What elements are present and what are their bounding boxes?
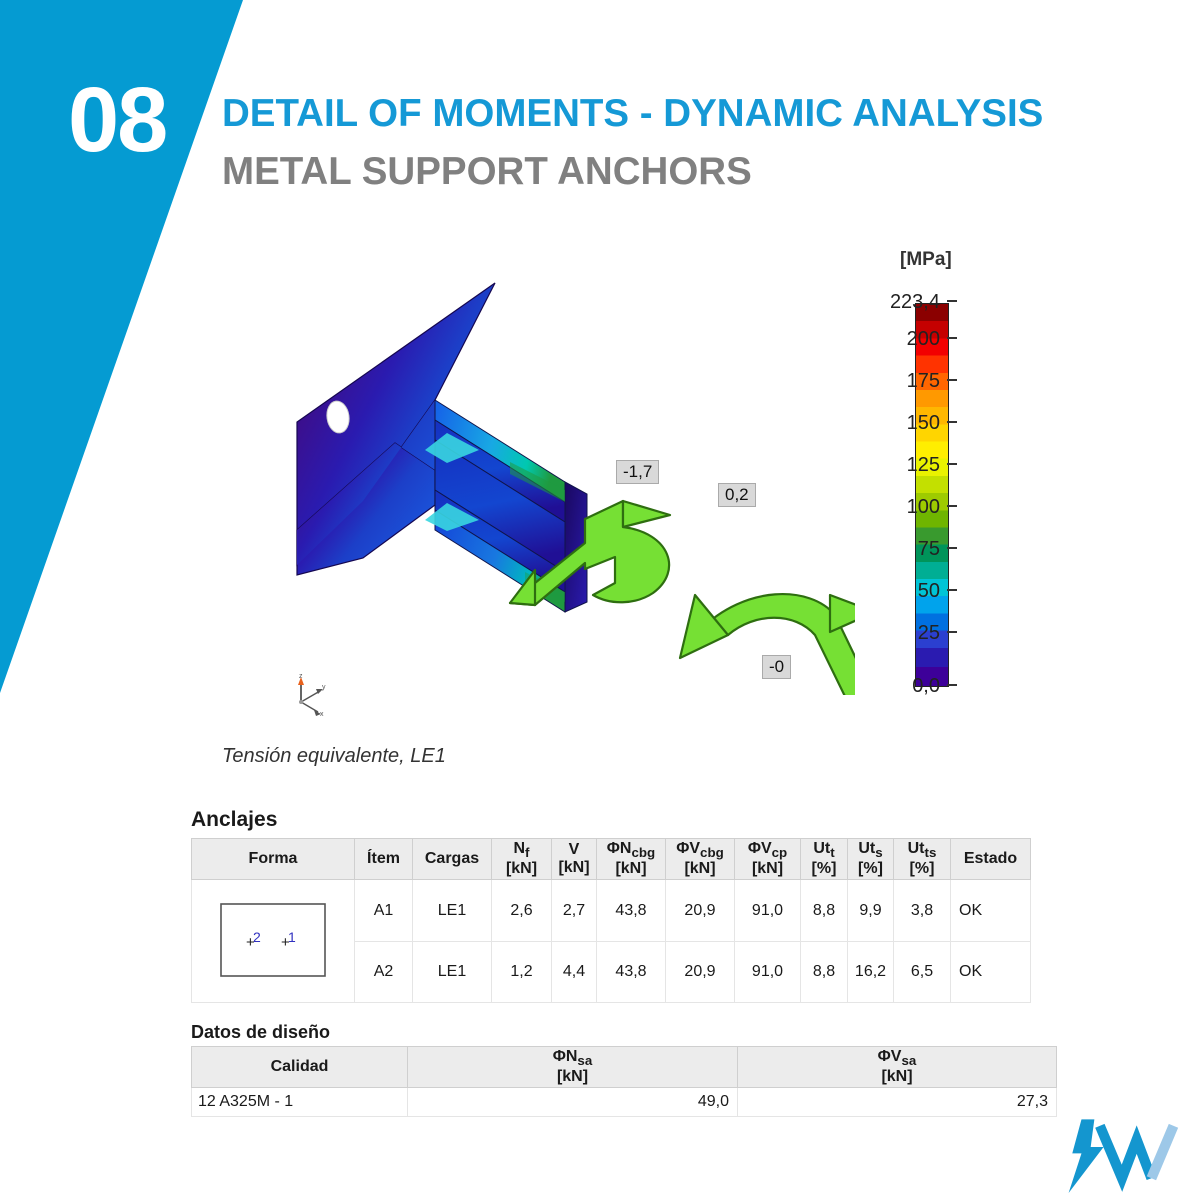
svg-text:z: z — [299, 673, 303, 680]
svg-text:+: + — [281, 934, 290, 951]
svg-text:y: y — [322, 684, 326, 691]
svg-text:x: x — [320, 711, 324, 717]
svg-text:+: + — [246, 934, 255, 951]
